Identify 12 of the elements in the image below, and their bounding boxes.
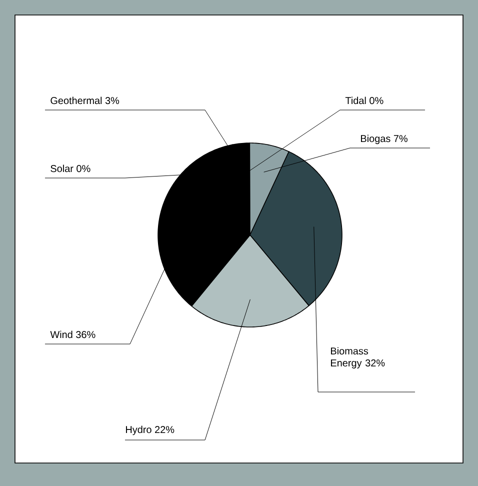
data-label: 7% (394, 135, 408, 142)
data-label: 22% (155, 426, 174, 434)
text: 0% (76, 165, 90, 172)
text: 0% (370, 97, 384, 104)
slice-label: Biogas (361, 134, 390, 144)
slice-label: Wind (50, 330, 72, 338)
category-label: Tidal (345, 96, 366, 104)
slice-label: Geothermal (50, 96, 102, 104)
data-label: 3% (105, 97, 120, 104)
slice-label: Hydro (126, 426, 152, 436)
data-label: 36% (76, 331, 96, 338)
category-label: Solar (50, 164, 74, 172)
